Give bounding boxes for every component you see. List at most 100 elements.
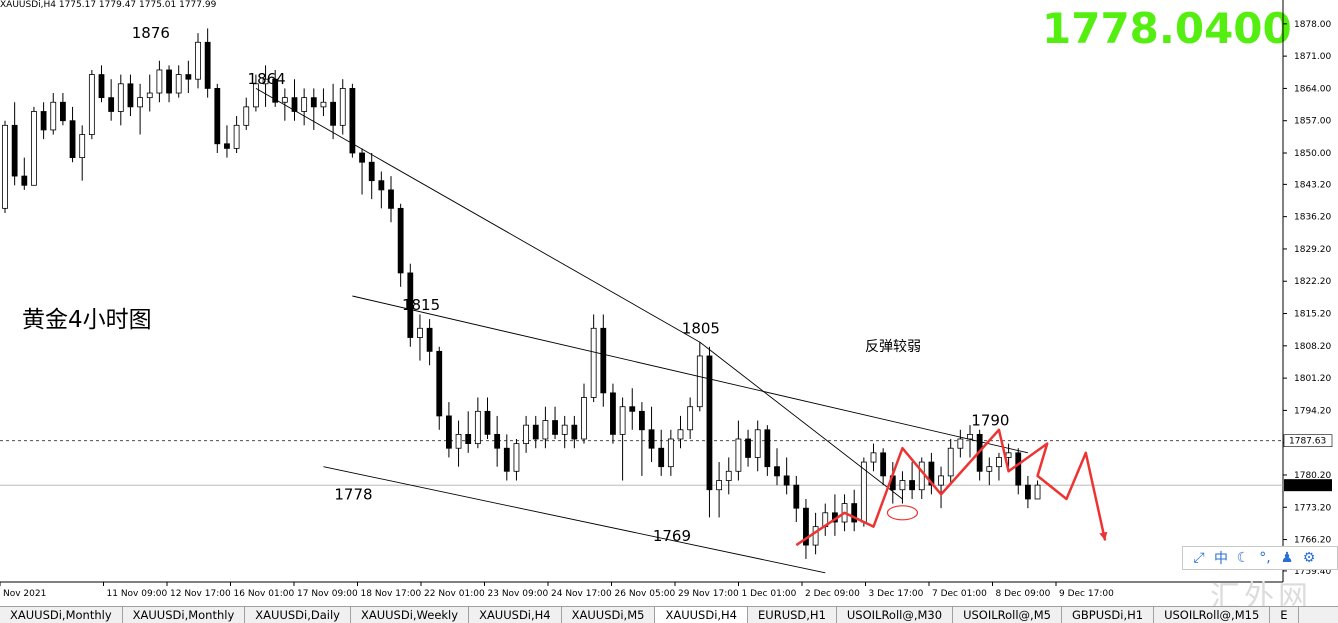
candle-body <box>243 106 250 126</box>
candle-body <box>252 83 259 108</box>
candle-body <box>590 327 597 398</box>
candle-body <box>542 420 549 440</box>
trendline <box>699 341 903 500</box>
candle-body <box>262 78 269 85</box>
low-marker-ellipse <box>886 505 919 521</box>
candle-body <box>909 480 915 491</box>
candle-body <box>436 350 443 417</box>
candle-body <box>793 484 800 509</box>
chart-tab[interactable]: XAUUSDi,Daily <box>245 607 351 623</box>
candle-body <box>494 433 501 449</box>
chart-tab[interactable]: GBPUSDi,H1 <box>1062 607 1155 623</box>
person-icon[interactable]: ♟ <box>1280 550 1294 566</box>
candle-body <box>146 92 153 99</box>
price-tick-label: 1808.20 <box>1294 342 1331 352</box>
chart-tab[interactable]: EURUSD,H1 <box>748 607 837 623</box>
chart-note: 反弹较弱 <box>865 339 921 355</box>
dots-icon[interactable]: °, <box>1259 550 1271 566</box>
candle-body <box>996 457 1002 468</box>
candle-body <box>455 433 462 449</box>
price-tick-label: 1836.20 <box>1294 213 1331 223</box>
chart-tab[interactable]: USOILRoll@,M15 <box>1154 607 1271 623</box>
time-tick-label: Nov 2021 <box>3 589 46 599</box>
price-point-label: 1769 <box>653 527 691 545</box>
dashed-level-label: 1787.63 <box>1289 437 1326 447</box>
candle-body <box>639 410 645 431</box>
candle-body <box>947 447 954 477</box>
chart-tab[interactable]: XAUUSDi,Monthly <box>123 607 246 623</box>
price-tick-label: 1871.00 <box>1294 52 1331 62</box>
trendline <box>255 88 701 343</box>
price-tick-label: 1794.20 <box>1294 406 1331 416</box>
candle-body <box>812 526 819 546</box>
candle-body <box>195 41 201 80</box>
projection-arrow <box>795 428 1107 547</box>
candle-body <box>928 461 935 486</box>
candle-body <box>88 74 95 135</box>
candle-body <box>397 207 404 274</box>
resize-icon[interactable]: ⤢ <box>1193 550 1205 566</box>
candle-body <box>561 424 568 435</box>
candle-body <box>156 69 163 94</box>
candle-body <box>31 111 37 186</box>
chart-tab[interactable]: XAUUSDi,H4 <box>655 607 749 623</box>
symbol-info: XAUUSDi,H4 1775.17 1779.47 1775.01 1777.… <box>0 0 217 10</box>
candle-body <box>899 480 906 491</box>
candle-body <box>610 392 616 435</box>
candle-body <box>40 111 47 131</box>
price-chart[interactable]: 1878.00 1871.00 1864.00 1857.00 1850.00 1843.… <box>0 0 1338 606</box>
time-tick-label: 26 Nov 05:00 <box>615 589 676 599</box>
current-price-display: 1778.0400 <box>1042 4 1292 53</box>
chart-toolbar: ⤢ 中 ☾ °, ♟ ⚙ <box>1182 546 1338 570</box>
candle-body <box>803 507 809 546</box>
candle-body <box>1034 484 1041 500</box>
time-tick-label: 9 Dec 17:00 <box>1059 589 1114 599</box>
candle-body <box>445 415 452 449</box>
candle-body <box>725 470 732 481</box>
candle-body <box>127 83 134 108</box>
chart-tab[interactable]: USOILRoll@,M30 <box>837 607 954 623</box>
time-tick-label: 3 Dec 17:00 <box>869 589 924 599</box>
last-price-label: 1777.99 <box>1289 481 1326 491</box>
candle-body <box>1025 484 1031 500</box>
candle-body <box>79 134 86 159</box>
price-tick-label: 1815.20 <box>1294 310 1331 320</box>
time-tick-label: 11 Nov 09:00 <box>107 589 168 599</box>
candle-body <box>957 438 964 449</box>
chart-tab[interactable]: XAUUSDi,Weekly <box>351 607 470 623</box>
candle-body <box>98 74 105 99</box>
chart-tab[interactable]: XAUUSDi,M5 <box>562 607 656 623</box>
candle-body <box>629 406 636 412</box>
candle-body <box>281 97 288 103</box>
moon-icon[interactable]: ☾ <box>1236 550 1250 566</box>
candle-body <box>359 152 365 163</box>
gear-icon[interactable]: ⚙ <box>1302 550 1316 566</box>
candle-body <box>175 74 182 94</box>
chart-tab[interactable]: E <box>1270 607 1299 623</box>
candle-body <box>233 124 240 149</box>
time-tick-label: 7 Dec 01:00 <box>932 589 987 599</box>
candle-body <box>301 97 308 112</box>
candle-body <box>880 452 887 477</box>
chart-tab[interactable]: XAUUSDi,H4 <box>469 607 562 623</box>
candle-body <box>137 97 144 108</box>
chinese-input-icon[interactable]: 中 <box>1214 551 1228 567</box>
price-tick-label: 1759.40 <box>1294 567 1331 577</box>
trendline <box>352 295 1029 454</box>
price-tick-label: 1822.20 <box>1294 277 1331 287</box>
candle-body <box>407 272 414 338</box>
time-tick-label: 2 Dec 09:00 <box>805 589 860 599</box>
candle-body <box>503 447 510 472</box>
chart-tab[interactable]: XAUUSDi,Monthly <box>0 607 123 623</box>
chart-tab[interactable]: USOILRoll@,M5 <box>953 607 1062 623</box>
last-price-box <box>1284 479 1332 492</box>
candle-body <box>1015 452 1022 486</box>
candle-body <box>986 466 993 472</box>
candle-body <box>600 327 607 394</box>
price-tick-label: 1780.20 <box>1294 471 1331 481</box>
candle-body <box>860 461 867 523</box>
time-tick-label: 18 Nov 17:00 <box>361 589 422 599</box>
candle-body <box>2 124 8 209</box>
candle-body <box>581 397 587 440</box>
candle-body <box>735 438 742 472</box>
